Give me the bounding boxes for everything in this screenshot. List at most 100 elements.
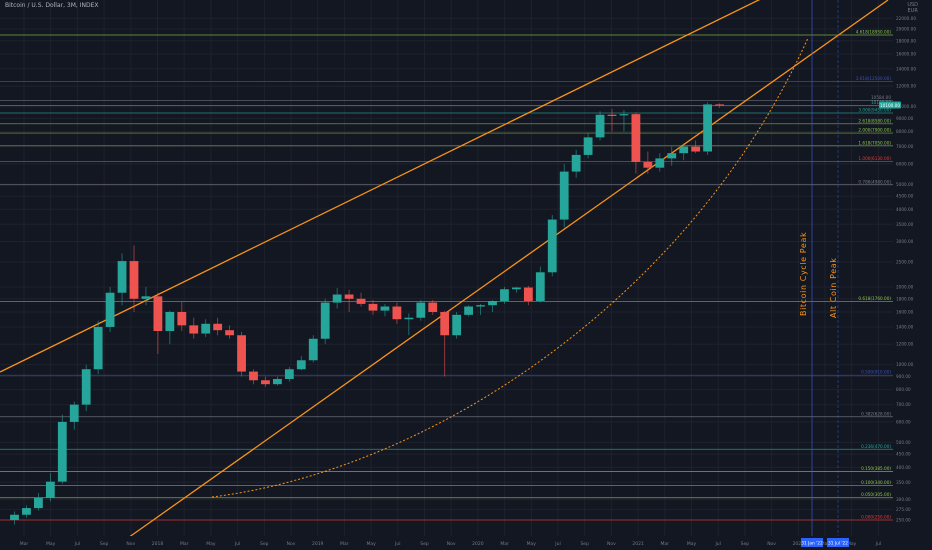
price-tick-label: 600.00: [896, 419, 911, 424]
time-tick-label: Nov: [287, 541, 296, 547]
candle-body: [356, 298, 366, 304]
price-tick-label: 8000.00: [896, 129, 914, 134]
time-tick-label: Sep: [741, 541, 750, 547]
time-tick-label: 2019: [312, 541, 324, 547]
fib-level-label: 0.500(910.00): [861, 370, 891, 375]
candle-body: [452, 314, 462, 336]
price-tick-label: 4500.00: [896, 194, 914, 199]
candle-body: [10, 514, 19, 520]
candle-body: [428, 302, 438, 312]
candle-body: [715, 104, 724, 106]
time-tick-label: Mar: [661, 541, 670, 547]
price-tick-label: 20000.00: [896, 26, 916, 31]
time-axis[interactable]: Mar May Jul Sep Nov 2018 Mar May Jul Sep Nov 2019 Ma…: [0, 536, 932, 550]
time-tick-label: Mar: [180, 541, 189, 547]
time-tick-label: Sep: [100, 541, 109, 547]
candle-body: [571, 154, 581, 172]
price-tick-label: 2500.00: [896, 259, 914, 264]
currency-label[interactable]: USD EUR: [907, 2, 918, 14]
candle-body: [69, 404, 79, 422]
time-tick-label: May: [847, 541, 857, 547]
fib-level-label: 1.618(7050.00): [858, 140, 891, 145]
time-tick-label: May: [687, 541, 697, 547]
candle-body: [547, 219, 557, 273]
fib-level-label: 0.050(305.00): [861, 492, 891, 497]
price-tick-label: 1200.00: [896, 342, 914, 347]
candle-body: [619, 114, 629, 116]
time-tick-label: Sep: [420, 541, 429, 547]
price-tick-label: 4000.00: [896, 207, 914, 212]
price-tick-label: 5000.00: [896, 182, 914, 187]
candle-body: [93, 326, 103, 370]
candle-body: [595, 114, 605, 138]
candle-body: [141, 296, 151, 299]
candle-body: [392, 306, 402, 320]
fib-level-label: 1.000(6130.00): [858, 156, 891, 161]
price-tick-label: 1000.00: [896, 362, 914, 367]
candle-body: [404, 317, 414, 320]
time-tick-label: 2022: [793, 541, 805, 547]
candle-body: [320, 302, 330, 339]
time-tick-label: May: [46, 541, 56, 547]
bitcoin-cycle-peak-label: Bitcoin Cycle Peak: [799, 232, 808, 316]
time-tick-label: Jul: [714, 541, 720, 547]
price-axis[interactable]: 22000.00 20000.00 18000.00 16000.00 14000.00…: [879, 0, 932, 550]
fib-levels: 4.618(18950.00)3.618(12500.00)10584.0010…: [0, 30, 893, 521]
price-tick-label: 700.00: [896, 402, 911, 407]
fib-level-label: 0.150(385.00): [861, 466, 891, 471]
fib-level-label: 0.100(340.00): [861, 480, 891, 485]
time-tick-label: Nov: [126, 541, 135, 547]
candle-body: [535, 272, 545, 302]
time-axis-bg: [0, 536, 932, 550]
candle-body: [667, 153, 677, 159]
time-tick-label: Sep: [260, 541, 269, 547]
price-tick-label: 275.00: [896, 507, 911, 512]
time-tick-label: Nov: [607, 541, 616, 547]
fib-level-label: 0.786(4980.00): [858, 179, 891, 184]
price-tick-label: 6000.00: [896, 161, 914, 166]
price-tick-label: 300.00: [896, 497, 911, 502]
price-tick-label: 400.00: [896, 465, 911, 470]
candle-body: [129, 261, 139, 299]
candle-body: [284, 369, 294, 379]
candle-body: [691, 146, 701, 152]
price-tick-label: 1600.00: [896, 309, 914, 314]
price-tick-label: 2000.00: [896, 284, 914, 289]
price-tick-label: 900.00: [896, 374, 911, 379]
fib-level-label: 2.618(8580.00): [858, 118, 891, 123]
chart-title: Bitcoin / U.S. Dollar, 3M, INDEX: [5, 2, 99, 9]
time-tick-label: Jul: [875, 541, 881, 547]
price-tick-label: 9000.00: [896, 116, 914, 121]
candle-body: [332, 294, 342, 303]
candle-body: [464, 306, 473, 315]
candle-body: [153, 296, 163, 332]
candle-body: [189, 325, 199, 334]
candle-body: [213, 323, 223, 331]
long-term-trendline: [0, 0, 761, 373]
candle-body: [81, 369, 91, 405]
time-tick-label: May: [366, 541, 376, 547]
candle-body: [105, 292, 115, 327]
candle-body: [631, 114, 641, 163]
time-tick-label: Nov: [447, 541, 456, 547]
candle-body: [523, 287, 533, 302]
candle-body: [655, 158, 665, 168]
fib-level-label: 0.236(470.00): [861, 444, 891, 449]
price-tick-label: 22000.00: [896, 16, 916, 21]
candle-body: [261, 380, 270, 385]
price-tick-label: 350.00: [896, 480, 911, 485]
price-tick-label: 3500.00: [896, 222, 914, 227]
time-tick-label: Nov: [767, 541, 776, 547]
time-tick-label: Sep: [580, 541, 589, 547]
parabolic-curve: [211, 37, 809, 498]
fib-level-label: 10584.00: [871, 95, 891, 100]
time-tick-label: 2018: [152, 541, 164, 547]
candle-body: [440, 311, 450, 336]
currency-bottom: EUR: [907, 8, 918, 14]
date-marker-badge: [827, 538, 849, 547]
last-price-text: 10100.00: [880, 103, 900, 108]
price-tick-label: 14000.00: [896, 66, 916, 71]
time-tick-label: Mar: [821, 541, 830, 547]
time-tick-label: Jul: [394, 541, 400, 547]
